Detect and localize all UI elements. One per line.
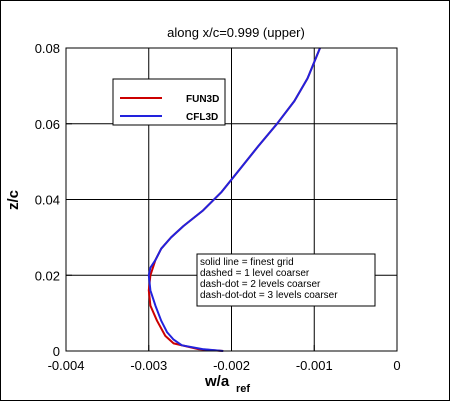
x-tick-label: -0.001 <box>296 358 333 373</box>
y-tick-label: 0.06 <box>35 117 60 132</box>
chart-title: along x/c=0.999 (upper) <box>167 25 305 40</box>
annotation-line-4: dash-dot-dot = 3 levels coarser <box>200 290 338 301</box>
x-tick-label: -0.003 <box>130 358 167 373</box>
y-tick-label: 0.04 <box>35 193 60 208</box>
y-axis-title: z/c <box>5 190 22 210</box>
x-tick-label: -0.004 <box>48 358 85 373</box>
legend: FUN3D CFL3D <box>112 78 226 126</box>
legend-label-fun3d: FUN3D <box>186 94 219 105</box>
series-group <box>147 47 321 352</box>
x-tick-label: 0 <box>393 358 400 373</box>
y-tick-label: 0 <box>53 344 60 359</box>
y-tick-label: 0.08 <box>35 41 60 56</box>
annotation-line-1: solid line = finest grid <box>200 257 294 268</box>
y-tick-label: 0.02 <box>35 268 60 283</box>
annotation-line-2: dashed = 1 level coarser <box>200 268 310 279</box>
x-axis-title-subscript: ref <box>236 383 250 395</box>
annotation-box <box>196 253 376 307</box>
annotation-line-3: dash-dot = 2 levels coarser <box>200 279 321 290</box>
x-axis-title: w/a <box>204 373 230 390</box>
legend-label-cfl3d: CFL3D <box>186 112 218 123</box>
ticks: -0.004 -0.003 -0.002 -0.001 0 0 0.02 0.04 0.06 0.… <box>35 41 401 373</box>
x-tick-label: -0.002 <box>213 358 250 373</box>
series-line-cfl3d <box>147 47 321 352</box>
legend-box <box>112 78 226 126</box>
annotation: solid line = finest grid dashed = 1 leve… <box>196 253 376 307</box>
